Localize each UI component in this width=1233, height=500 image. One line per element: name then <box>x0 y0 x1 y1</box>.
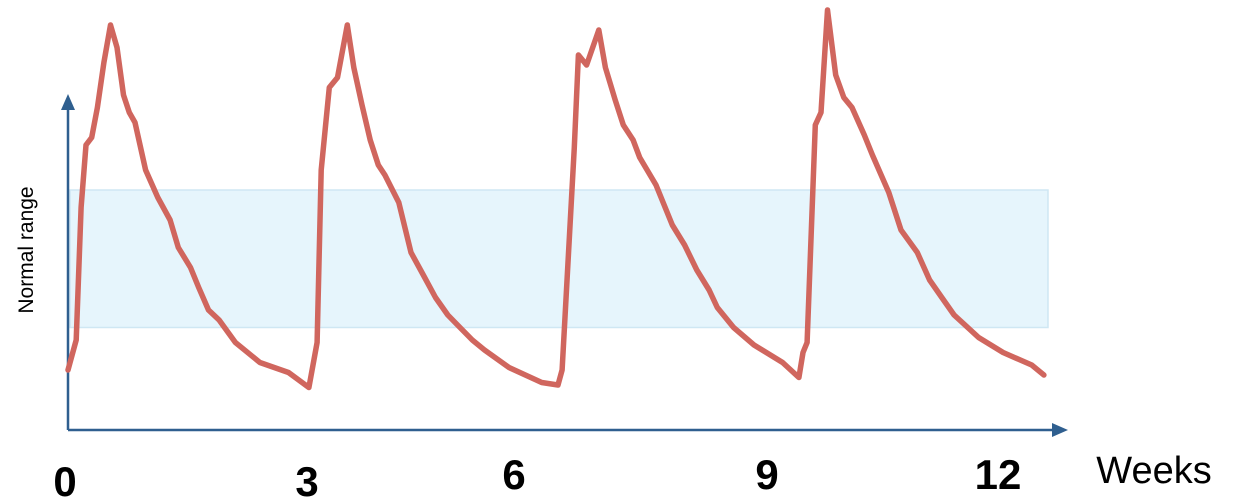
x-tick-label: 9 <box>755 451 778 498</box>
x-tick-label: 6 <box>502 451 525 498</box>
y-axis-title: Normal range <box>15 186 38 313</box>
series-line-0 <box>65 7 1047 391</box>
x-tick-label: 0 <box>53 458 76 500</box>
normal-range-band <box>69 189 1049 329</box>
x-axis-title: Weeks <box>1096 450 1211 492</box>
y-axis-arrow-icon <box>61 94 75 110</box>
x-tick-label: 3 <box>295 458 318 500</box>
x-axis-arrow-icon <box>1052 423 1068 437</box>
x-tick-label: 12 <box>975 451 1022 498</box>
